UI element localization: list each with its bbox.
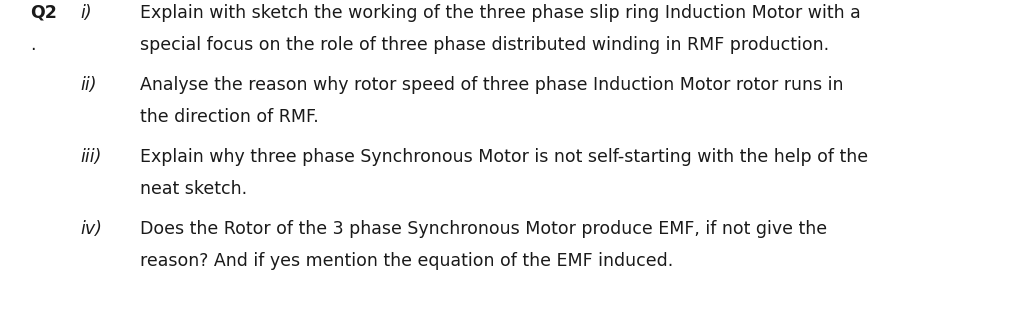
Text: Explain why three phase Synchronous Motor is not self-starting with the help of : Explain why three phase Synchronous Moto…	[140, 148, 868, 166]
Text: i): i)	[80, 4, 92, 22]
Text: Q2: Q2	[30, 4, 57, 22]
Text: .: .	[30, 36, 35, 54]
Text: ii): ii)	[80, 76, 97, 94]
Text: Explain with sketch the working of the three phase slip ring Induction Motor wit: Explain with sketch the working of the t…	[140, 4, 861, 22]
Text: the direction of RMF.: the direction of RMF.	[140, 108, 318, 126]
Text: iii): iii)	[80, 148, 101, 166]
Text: reason? And if yes mention the equation of the EMF induced.: reason? And if yes mention the equation …	[140, 252, 674, 270]
Text: Does the Rotor of the 3 phase Synchronous Motor produce EMF, if not give the: Does the Rotor of the 3 phase Synchronou…	[140, 220, 827, 238]
Text: iv): iv)	[80, 220, 102, 238]
Text: neat sketch.: neat sketch.	[140, 180, 247, 198]
Text: Analyse the reason why rotor speed of three phase Induction Motor rotor runs in: Analyse the reason why rotor speed of th…	[140, 76, 844, 94]
Text: special focus on the role of three phase distributed winding in RMF production.: special focus on the role of three phase…	[140, 36, 829, 54]
